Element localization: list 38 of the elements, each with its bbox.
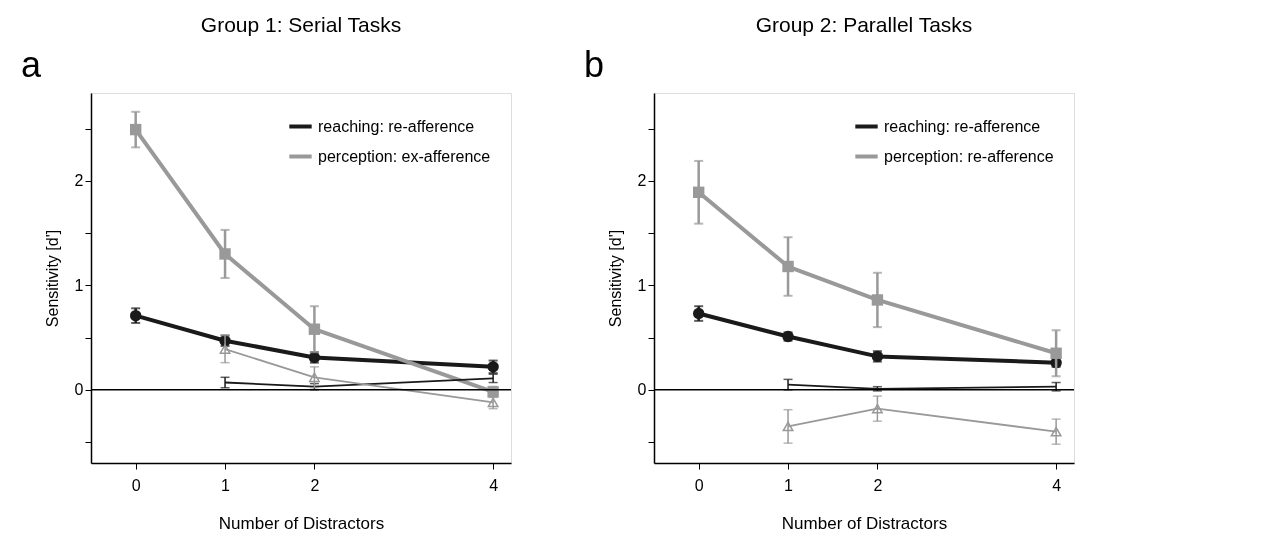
point: [871, 403, 883, 414]
y-axis-title: Sensitivity [d']: [43, 229, 61, 328]
x-tick-label: 2: [310, 476, 320, 494]
point: [1050, 347, 1062, 359]
legend-label: perception: re-afference: [884, 147, 1054, 165]
x-tick-label: 0: [694, 476, 704, 494]
chart-title: Group 1: Serial Tasks: [200, 13, 402, 36]
text: a: [21, 44, 42, 85]
text: b: [584, 44, 605, 85]
y-tick-label: 1: [637, 276, 647, 294]
x-tick-label: 2: [873, 476, 883, 494]
chart-title: Group 2: Parallel Tasks: [755, 13, 973, 36]
x-axis-title: Number of Distractors: [218, 513, 385, 533]
legend-label: reaching: re-afference: [884, 117, 1041, 135]
point: [219, 248, 231, 260]
y-tick-label: 0: [74, 381, 84, 399]
y-tick-label: 2: [74, 172, 84, 190]
point: [308, 372, 320, 383]
point: [782, 421, 794, 432]
point: [129, 123, 142, 136]
y-axis-title: Sensitivity [d']: [606, 229, 624, 328]
y-tick-label: 2: [637, 172, 647, 190]
x-tick-label: 0: [131, 476, 141, 494]
x-tick-label: 4: [1052, 476, 1062, 494]
legend-label: perception: ex-afference: [318, 147, 491, 165]
point: [219, 344, 231, 354]
point: [308, 323, 321, 335]
legend-label: reaching: re-afference: [318, 117, 475, 135]
point: [871, 294, 884, 306]
x-tick-label: 4: [489, 476, 499, 494]
y-tick-label: 0: [637, 381, 647, 399]
point: [692, 186, 705, 198]
x-tick-label: 1: [784, 476, 794, 494]
x-axis-title: Number of Distractors: [781, 513, 948, 533]
point: [1050, 426, 1062, 437]
x-tick-label: 1: [221, 476, 231, 494]
y-tick-label: 1: [74, 276, 84, 294]
point: [782, 260, 794, 273]
